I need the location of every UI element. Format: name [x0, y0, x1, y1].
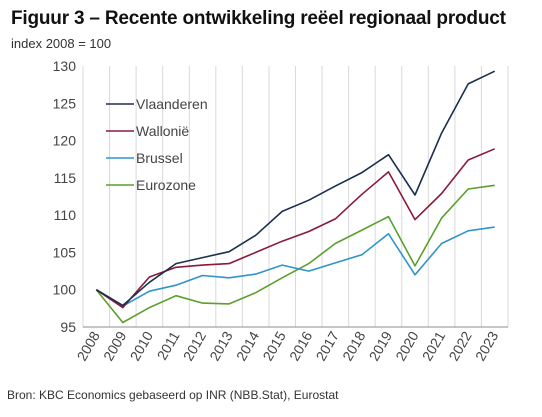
- x-tick-label: 2014: [233, 328, 263, 363]
- x-tick-label: 2013: [206, 328, 236, 363]
- series-line-eurozone: [95, 184, 495, 324]
- legend-label: Wallonië: [136, 123, 189, 139]
- x-tick-label: 2018: [339, 328, 369, 363]
- source-note: Bron: KBC Economics gebaseerd op INR (NB…: [7, 388, 339, 402]
- x-tick-label: 2021: [419, 328, 449, 363]
- legend-label: Vlaanderen: [136, 96, 208, 112]
- x-tick-label: 2011: [154, 328, 183, 362]
- chart-title: Figuur 3 – Recente ontwikkeling reëel re…: [11, 8, 506, 29]
- y-tick-label: 100: [53, 282, 77, 298]
- x-tick-label: 2009: [100, 328, 130, 363]
- y-tick-label: 95: [60, 319, 76, 335]
- legend-label: Eurozone: [136, 177, 196, 193]
- series-line-vlaanderen: [95, 70, 496, 307]
- x-tick-label: 2020: [392, 328, 422, 363]
- chart-subtitle: index 2008 = 100: [11, 36, 112, 51]
- x-tick-label: 2008: [73, 328, 103, 363]
- y-tick-label: 110: [54, 207, 77, 223]
- legend-label: Brussel: [136, 150, 183, 166]
- y-tick-label: 120: [53, 133, 77, 149]
- x-tick-label: 2016: [286, 328, 316, 363]
- x-tick-label: 2012: [180, 328, 210, 363]
- x-tick-label: 2015: [259, 328, 289, 363]
- x-tick-label: 2017: [313, 328, 343, 363]
- x-tick-label: 2023: [472, 328, 502, 363]
- y-tick-label: 125: [53, 95, 77, 111]
- y-tick-label: 130: [53, 58, 77, 74]
- x-tick-label: 2019: [366, 328, 396, 363]
- series-line-brussel: [95, 226, 495, 307]
- y-tick-label: 105: [53, 244, 77, 260]
- x-tick-label: 2010: [127, 328, 157, 363]
- x-tick-label: 2022: [445, 328, 475, 363]
- y-tick-label: 115: [54, 170, 77, 186]
